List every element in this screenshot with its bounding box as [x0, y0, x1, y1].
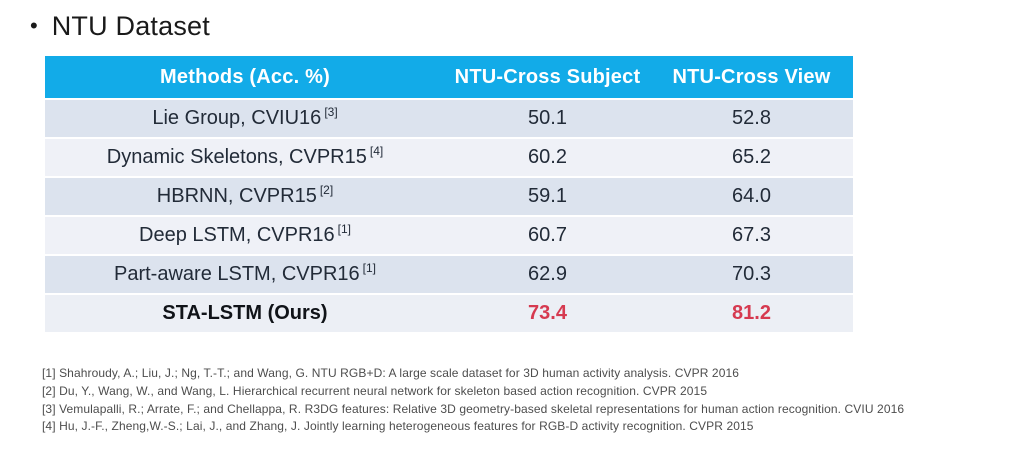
cross-subject-value: 59.1	[445, 178, 650, 215]
method-cell: STA-LSTM (Ours)	[45, 295, 445, 332]
table-row: STA-LSTM (Ours) 73.4 81.2	[45, 295, 853, 332]
page-title: NTU Dataset	[51, 10, 210, 41]
table-row: HBRNN, CVPR15 [2] 59.1 64.0	[45, 178, 853, 215]
citation-ref: [4]	[369, 144, 384, 159]
header-methods: Methods (Acc. %)	[45, 56, 445, 98]
method-cell: Part-aware LSTM, CVPR16 [1]	[45, 256, 445, 293]
cross-subject-value: 60.2	[445, 139, 650, 176]
cross-view-value: 65.2	[650, 139, 853, 176]
cross-subject-value: 62.9	[445, 256, 650, 293]
cross-subject-value: 60.7	[445, 217, 650, 254]
cross-view-value: 81.2	[650, 295, 853, 332]
results-table-body: Lie Group, CVIU16 [3] 50.1 52.8 Dynamic Skel…	[45, 100, 853, 332]
method-label: HBRNN, CVPR15	[156, 185, 317, 207]
method-label: Deep LSTM, CVPR16	[139, 224, 335, 246]
citation-ref: [2]	[319, 183, 334, 198]
header-cross-view: NTU-Cross View	[650, 56, 853, 98]
method-label: Dynamic Skeletons, CVPR15	[106, 146, 367, 168]
table-row: Deep LSTM, CVPR16 [1] 60.7 67.3	[45, 217, 853, 254]
header-cross-subject: NTU-Cross Subject	[445, 56, 650, 98]
cross-view-value: 64.0	[650, 178, 853, 215]
table-header-row: Methods (Acc. %) NTU-Cross Subject NTU-C…	[45, 56, 853, 98]
title-row: • NTU Dataset	[30, 8, 210, 44]
bullet-icon: •	[30, 13, 38, 38]
results-table: Methods (Acc. %) NTU-Cross Subject NTU-C…	[45, 54, 853, 334]
footnote-3: [3] Vemulapalli, R.; Arrate, F.; and Che…	[42, 401, 905, 416]
cross-subject-value: 73.4	[445, 295, 650, 332]
method-cell: Deep LSTM, CVPR16 [1]	[45, 217, 445, 254]
table-row: Dynamic Skeletons, CVPR15 [4] 60.2 65.2	[45, 139, 853, 176]
method-cell: Lie Group, CVIU16 [3]	[45, 100, 445, 137]
footnotes: [1] Shahroudy, A.; Liu, J.; Ng, T.-T.; a…	[42, 365, 1011, 436]
cross-subject-value: 50.1	[445, 100, 650, 137]
footnote-1: [1] Shahroudy, A.; Liu, J.; Ng, T.-T.; a…	[42, 366, 740, 380]
table-row: Part-aware LSTM, CVPR16 [1] 62.9 70.3	[45, 256, 853, 293]
method-cell: HBRNN, CVPR15 [2]	[45, 178, 445, 215]
method-cell: Dynamic Skeletons, CVPR15 [4]	[45, 139, 445, 176]
method-label: STA-LSTM (Ours)	[162, 302, 328, 324]
cross-view-value: 70.3	[650, 256, 853, 293]
footnote-4: [4] Hu, J.-F., Zheng,W.-S.; Lai, J., and…	[42, 419, 754, 434]
cross-view-value: 52.8	[650, 100, 853, 137]
method-label: Part-aware LSTM, CVPR16	[114, 263, 360, 285]
cross-view-value: 67.3	[650, 217, 853, 254]
citation-ref: [1]	[337, 222, 351, 237]
citation-ref: [3]	[324, 105, 338, 120]
footnote-2: [2] Du, Y., Wang, W., and Wang, L. Hiera…	[42, 383, 708, 398]
citation-ref: [1]	[362, 261, 376, 276]
method-label: Lie Group, CVIU16	[152, 107, 322, 129]
table-row: Lie Group, CVIU16 [3] 50.1 52.8	[45, 100, 853, 137]
